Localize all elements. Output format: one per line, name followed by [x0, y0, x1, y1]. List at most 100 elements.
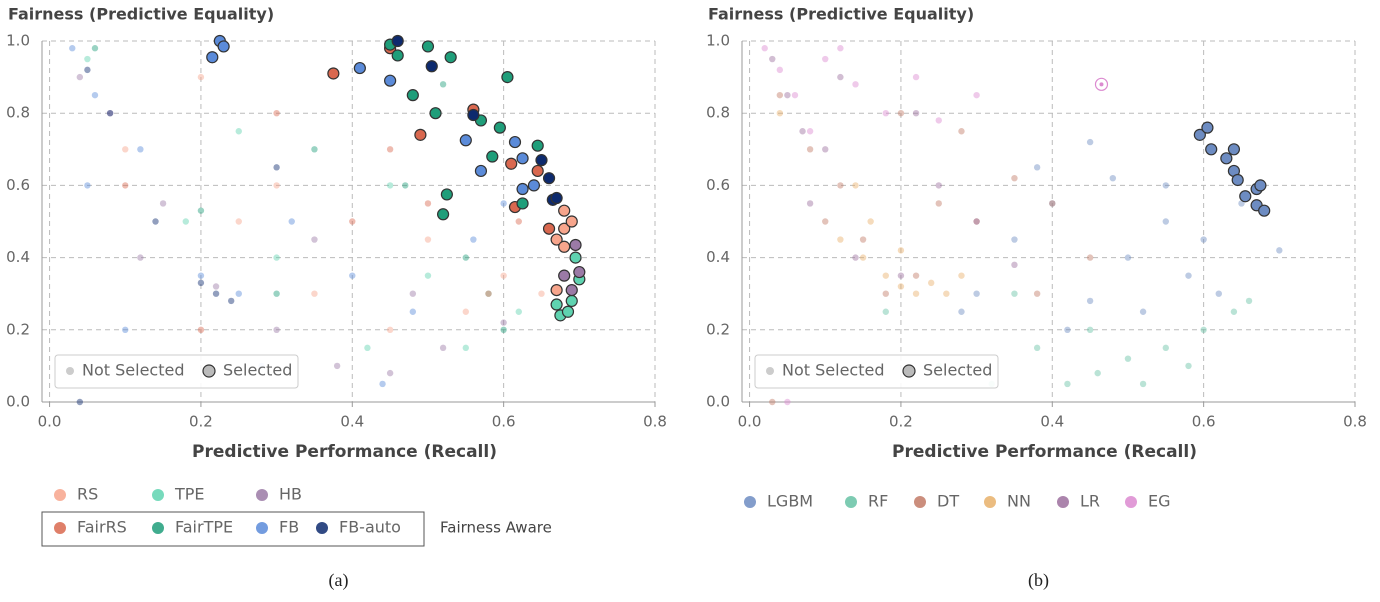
point [69, 45, 76, 52]
point [837, 73, 844, 81]
point [897, 110, 905, 117]
point [235, 128, 242, 135]
point [912, 272, 920, 279]
selected-point [1201, 121, 1214, 134]
legend-marker [152, 489, 164, 501]
selected-point [558, 222, 571, 235]
selected-point [508, 135, 522, 149]
selected-point [444, 51, 457, 64]
point [197, 279, 205, 287]
point [927, 279, 935, 287]
point [806, 200, 814, 207]
legend-label: DT [937, 492, 959, 511]
point [806, 146, 814, 153]
selected-point [505, 157, 518, 170]
selected-point [516, 197, 529, 210]
point [806, 128, 814, 135]
x-tick-label: 0.6 [1192, 413, 1216, 431]
point [1276, 247, 1283, 254]
point [84, 66, 91, 74]
point [84, 55, 91, 63]
legend-label: FB [279, 518, 299, 537]
point [212, 290, 220, 297]
point [1162, 218, 1170, 225]
legend-label: Selected [223, 361, 292, 380]
point [776, 91, 784, 99]
legend-marker [1125, 496, 1137, 508]
point [235, 218, 242, 225]
legend-marker [256, 489, 268, 501]
x-axis-label: Predictive Performance (Recall) [192, 442, 497, 462]
point [273, 254, 280, 261]
point [137, 146, 144, 153]
point [1185, 272, 1192, 279]
selected-point [474, 164, 488, 178]
selected-point [558, 269, 571, 282]
legend-label: NN [1007, 492, 1031, 511]
selected-point [486, 150, 499, 163]
point [122, 326, 129, 333]
y-tick-label: 0.4 [706, 248, 730, 266]
selection-legend-box [754, 354, 999, 389]
point [1200, 326, 1207, 333]
legend-marker [902, 364, 916, 378]
point [227, 297, 235, 305]
point [973, 91, 980, 99]
legend-label: EG [1148, 492, 1171, 511]
point [973, 290, 980, 297]
point [1162, 344, 1170, 352]
selected-point [391, 49, 404, 62]
legend-marker [744, 496, 756, 508]
point [485, 290, 492, 297]
point [311, 146, 318, 153]
selected-point [436, 208, 450, 221]
legend-label: FairRS [77, 518, 127, 537]
selected-point [542, 222, 556, 235]
point [1064, 326, 1071, 333]
selected-point [425, 60, 438, 73]
y-tick-label: 0.8 [706, 104, 730, 122]
selected-point [565, 283, 578, 297]
point [500, 200, 507, 207]
selected-point [406, 89, 419, 102]
point [1230, 308, 1238, 315]
point [1185, 362, 1192, 370]
x-tick-label: 0.4 [1040, 413, 1064, 431]
point [122, 182, 129, 189]
legend-marker [54, 522, 66, 534]
x-tick-label: 0.4 [340, 413, 364, 431]
point [912, 73, 920, 81]
point [1124, 355, 1132, 362]
point [273, 182, 280, 189]
point [386, 182, 394, 189]
selected-point [1094, 77, 1109, 91]
point [349, 218, 356, 225]
point [935, 200, 942, 207]
point [784, 91, 791, 99]
point [76, 73, 84, 81]
selected-point [550, 191, 563, 205]
y-tick-label: 0.2 [706, 320, 730, 338]
selected-point [1258, 204, 1271, 217]
point [106, 110, 114, 117]
selected-point [558, 240, 571, 253]
point [439, 81, 447, 88]
legend-label: LGBM [767, 492, 813, 511]
selected-point [569, 238, 582, 252]
y-tick-label: 1.0 [6, 32, 30, 50]
point [76, 398, 84, 406]
point [1215, 290, 1222, 297]
selected-point [391, 34, 404, 48]
selected-point [550, 233, 563, 246]
selected-point [1205, 143, 1218, 156]
legend-marker [256, 522, 268, 534]
point [1049, 200, 1056, 207]
selected-point [565, 215, 578, 228]
point [1011, 236, 1018, 243]
point [822, 55, 829, 63]
legend-label: RF [868, 492, 888, 511]
points [761, 45, 1283, 406]
selected-point [516, 182, 529, 196]
selected-point [327, 67, 340, 80]
